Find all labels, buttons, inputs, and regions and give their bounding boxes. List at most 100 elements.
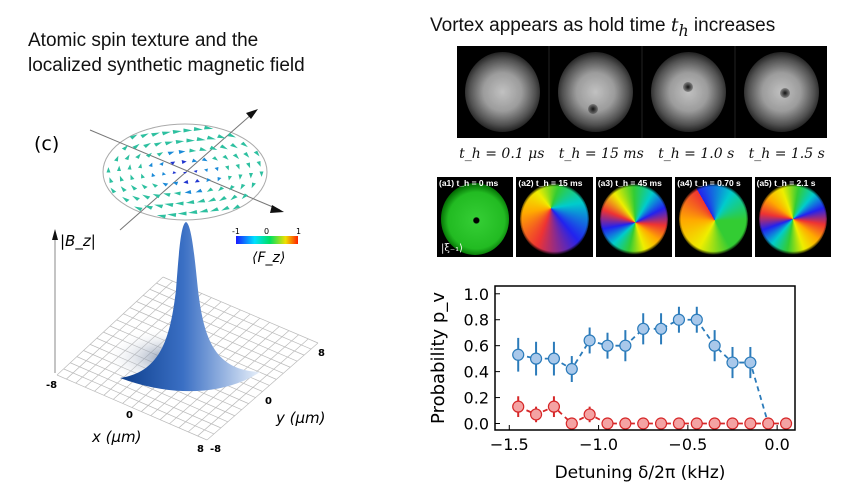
spin-arrow <box>240 183 246 190</box>
phase-image: (a3) t_h = 45 ms <box>595 177 673 257</box>
spin-arrow <box>219 144 228 150</box>
x-tick: 8 <box>197 444 204 455</box>
spin-arrow <box>167 151 175 156</box>
y-tick-label: 0.4 <box>464 363 489 382</box>
z-axis-label: |B_z| <box>60 232 96 251</box>
panel-label: (c) <box>34 133 59 155</box>
spin-arrow <box>120 186 127 192</box>
data-point <box>779 417 793 430</box>
gray-image <box>550 46 641 138</box>
spin-arrow <box>217 176 222 182</box>
spin-arrow <box>110 187 117 194</box>
spin-arrow <box>153 142 163 147</box>
gray-image-labels: t_h = 0.1 μs t_h = 15 ms t_h = 1.0 s t_h… <box>459 146 825 162</box>
spin-arrow <box>259 171 264 177</box>
panel-c-figure: (c) |B_z| -8 0 8 -8 0 8 x (μm) y (μm) -1… <box>34 109 326 455</box>
data-point <box>601 417 614 430</box>
y-tick: 8 <box>318 348 325 359</box>
spin-arrow <box>172 171 177 174</box>
spin-arrow <box>193 127 203 131</box>
y-tick-label: 0.0 <box>464 415 489 434</box>
spin-arrow <box>225 165 229 171</box>
spin-arrow <box>251 182 256 189</box>
x-tick: 0 <box>126 410 133 421</box>
spin-arrow <box>206 187 214 192</box>
spin-arrow <box>106 167 111 173</box>
data-point <box>529 408 543 421</box>
z-axis-arrow-icon <box>52 229 58 240</box>
spin-arrow <box>196 137 206 141</box>
spin-arrow <box>249 172 253 179</box>
spin-arrow <box>218 196 227 202</box>
spin-arrow <box>181 160 187 164</box>
spin-arrow <box>109 177 114 183</box>
data-point <box>672 417 686 430</box>
spin-arrow <box>121 144 129 151</box>
spin-arrow <box>135 153 141 159</box>
spin-arrow <box>230 143 238 149</box>
spin-arrow <box>134 206 143 212</box>
y-axis-label: Probability p_v <box>428 292 449 424</box>
spin-arrows <box>106 125 264 219</box>
spin-arrow <box>235 164 240 170</box>
spin-arrow <box>206 135 216 140</box>
spin-arrow <box>119 175 124 182</box>
y-tick-label: 0.8 <box>464 311 489 330</box>
spin-arrow <box>124 154 130 161</box>
arrow-head-icon <box>246 109 258 119</box>
spin-arrow <box>148 162 153 168</box>
spin-arrow <box>186 138 196 143</box>
spin-arrow <box>154 204 164 209</box>
spin-arrow <box>204 168 208 173</box>
data-point <box>637 322 650 335</box>
spin-arrow <box>214 167 219 172</box>
spin-arrow <box>175 140 185 144</box>
spin-arrow <box>201 157 208 162</box>
data-point <box>672 313 686 326</box>
vortex-probability-chart: −1.5 −1.0 −0.5 0.0 0.0 0.2 0.4 0.6 0.8 1.0 Detuni… <box>428 285 796 483</box>
spin-arrow <box>178 150 186 154</box>
x-tick-label: −1.5 <box>490 435 529 454</box>
spin-arrow <box>172 130 182 134</box>
y-tick-label: 1.0 <box>464 285 489 304</box>
spin-arrow <box>143 142 152 148</box>
spin-arrow <box>132 195 140 201</box>
spin-arrow <box>156 214 166 219</box>
spin-arrow <box>253 150 260 157</box>
data-point <box>708 339 721 352</box>
grid-line <box>197 338 309 437</box>
phase-images: (a1) t_h = 0 ms |ξ₋₁⟩ (a2) t_h = 15 ms (… <box>437 177 832 257</box>
series-line <box>518 318 770 424</box>
spin-arrow <box>217 134 226 139</box>
y-tick-label: 0.6 <box>464 337 489 356</box>
spin-arrow <box>173 191 181 196</box>
spin-arrow <box>170 161 176 165</box>
spin-arrow <box>114 155 119 162</box>
phase-image: (a1) t_h = 0 ms |ξ₋₁⟩ <box>437 177 514 257</box>
data-point <box>744 417 757 430</box>
spin-arrow <box>130 174 135 180</box>
spin-arrow <box>204 125 214 130</box>
spin-arrow <box>227 132 236 138</box>
spin-axis-1 <box>89 129 281 211</box>
spin-arrow <box>207 197 217 202</box>
x-axis-label: x (μm) <box>91 428 142 446</box>
spin-arrow <box>193 170 198 173</box>
spin-arrow <box>195 188 203 193</box>
grid-line <box>206 342 319 441</box>
plot-frame <box>494 285 796 431</box>
spin-arrow <box>221 205 230 211</box>
spin-arrow <box>184 190 192 194</box>
data-point <box>726 417 739 430</box>
spin-arrow <box>183 172 187 174</box>
spin-arrow <box>177 211 187 216</box>
spin-arrow <box>159 161 164 166</box>
spin-arrow <box>238 174 243 180</box>
spin-arrow <box>122 196 130 203</box>
left-title: Atomic spin texture and the localized sy… <box>28 30 305 76</box>
x-tick-label: −1.0 <box>579 435 618 454</box>
y-tick-label: 0.2 <box>464 389 489 408</box>
data-point <box>601 339 614 352</box>
phase-image: (a5) t_h = 2.1 s <box>754 177 832 257</box>
data-point <box>726 356 739 369</box>
